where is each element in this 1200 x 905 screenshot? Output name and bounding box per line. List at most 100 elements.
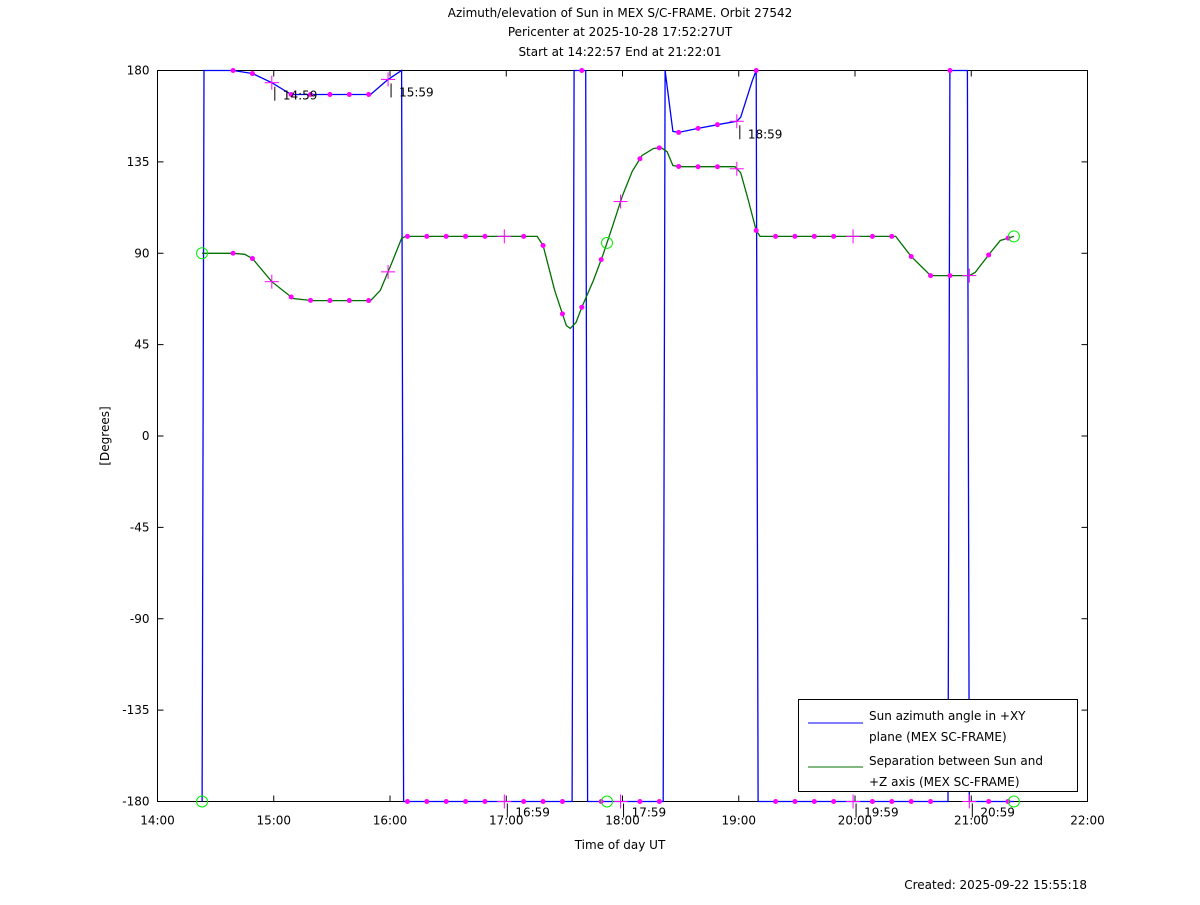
y-tick-label: 180: [127, 64, 150, 78]
created-timestamp: Created: 2025-09-22 15:55:18: [904, 878, 1087, 892]
y-tick-label: 135: [127, 155, 150, 169]
marker-dot-separation: [559, 311, 565, 317]
legend-label-separation-2: +Z axis (MEX SC-FRAME): [869, 775, 1020, 789]
marker-dot-separation: [308, 297, 314, 303]
marker-dot-azimuth: [637, 799, 643, 804]
y-tick-label: -90: [130, 612, 150, 626]
marker-dot-separation: [482, 233, 488, 239]
marker-dot-azimuth: [482, 799, 488, 804]
x-tick-label: 22:00: [1070, 814, 1105, 828]
marker-dot-azimuth: [986, 799, 992, 804]
hour-label: 15:59: [399, 85, 434, 99]
x-tick-label: 18:00: [605, 814, 640, 828]
marker-dot-azimuth: [559, 799, 565, 804]
x-tick-label: 14:00: [140, 814, 175, 828]
marker-dot-azimuth: [831, 799, 837, 804]
marker-dot-separation: [249, 256, 255, 262]
series-layer: [201, 69, 1015, 803]
marker-dot-azimuth: [463, 799, 469, 804]
hour-label: 18:59: [748, 127, 783, 141]
chart-title-line-3: Start at 14:22:57 End at 21:22:01: [518, 45, 721, 59]
marker-dot-separation: [346, 298, 352, 304]
marker-dot-separation: [424, 233, 430, 239]
legend: Sun azimuth angle in +XY plane (MEX SC-F…: [798, 699, 1078, 792]
legend-box: [798, 699, 1078, 792]
hour-label: 16:59: [515, 806, 550, 820]
marker-dot-separation: [579, 304, 585, 310]
marker-dot-azimuth: [521, 799, 527, 804]
marker-dot-azimuth: [308, 91, 314, 97]
event-circle-azimuth: [196, 795, 209, 808]
marker-dot-separation: [947, 273, 953, 279]
marker-dot-separation: [928, 273, 934, 279]
marker-dot-separation: [443, 233, 449, 239]
marker-dot-separation: [521, 233, 527, 239]
marker-dot-separation: [366, 298, 372, 304]
hour-label: 20:59: [980, 806, 1015, 820]
marker-dot-azimuth: [288, 91, 294, 97]
x-tick-label: 16:00: [373, 814, 408, 828]
marker-dot-separation: [889, 233, 895, 239]
marker-dot-separation: [753, 228, 759, 234]
marker-dot-azimuth: [424, 799, 430, 804]
marker-dot-separation: [676, 163, 682, 169]
marker-dot-azimuth: [773, 799, 779, 804]
marker-dot-azimuth: [889, 799, 895, 804]
marker-dot-azimuth: [404, 799, 410, 804]
event-circle-separation: [601, 236, 613, 249]
x-tick-label: 19:00: [721, 814, 756, 828]
marker-dot-separation: [463, 233, 469, 239]
marker-dot-azimuth: [366, 91, 372, 97]
marker-dot-separation: [714, 164, 720, 170]
legend-label-azimuth-1: Sun azimuth angle in +XY: [869, 709, 1026, 723]
marker-dot-azimuth: [540, 799, 546, 804]
y-tick-label: 90: [134, 246, 149, 260]
event-circle-separation: [1007, 230, 1020, 243]
y-tick-label: -180: [122, 795, 149, 809]
chart-title-line-2: Pericenter at 2025-10-28 17:52:27UT: [508, 25, 733, 39]
marker-dot-separation: [908, 253, 914, 259]
y-tick-label: 45: [134, 338, 149, 352]
chart-title-line-1: Azimuth/elevation of Sun in MEX S/C-FRAM…: [448, 6, 793, 20]
y-tick-label: 0: [142, 429, 150, 443]
x-tick-label: 20:00: [838, 814, 873, 828]
marker-dot-separation: [811, 233, 817, 239]
marker-dot-azimuth: [811, 799, 817, 804]
marker-dot-azimuth: [249, 71, 255, 77]
legend-label-azimuth-2: plane (MEX SC-FRAME): [869, 730, 1007, 744]
marker-dot-separation: [598, 257, 604, 263]
marker-dot-azimuth: [947, 68, 953, 73]
series-line-azimuth: [201, 69, 1014, 803]
marker-dot-azimuth: [579, 68, 585, 73]
marker-dot-separation: [773, 233, 779, 239]
y-tick-label: -45: [130, 520, 150, 534]
hour-label: 14:59: [283, 89, 318, 103]
marker-dot-separation: [230, 250, 236, 256]
marker-dot-azimuth: [869, 799, 875, 804]
marker-dot-separation: [656, 145, 662, 151]
legend-label-separation-1: Separation between Sun and: [869, 754, 1043, 768]
marker-dot-separation: [288, 294, 294, 300]
marker-dot-separation: [540, 243, 546, 249]
marker-dot-azimuth: [327, 91, 333, 97]
marker-dot-azimuth: [346, 91, 352, 97]
axes: 14:00 15:00 16:00 17:00 18:00 19:00 20:00 21:00…: [122, 64, 1105, 828]
marker-dot-separation: [404, 233, 410, 239]
marker-dot-azimuth: [928, 799, 934, 804]
event-circle-azimuth: [601, 795, 613, 808]
event-circle-azimuth: [1007, 795, 1020, 808]
marker-dot-azimuth: [656, 799, 662, 804]
marker-dot-separation: [831, 233, 837, 239]
y-tick-label: -135: [122, 703, 149, 717]
marker-dot-separation: [869, 233, 875, 239]
hour-label: 19:59: [864, 806, 899, 820]
marker-dot-azimuth: [753, 68, 759, 73]
x-axis-label: Time of day UT: [574, 838, 666, 852]
marker-layer: 14:59 15:59 16:59 17:59 18:59 19:59 20:59: [196, 68, 1020, 820]
marker-dot-separation: [695, 164, 701, 170]
x-tick-label: 21:00: [954, 814, 989, 828]
x-tick-label: 15:00: [256, 814, 291, 828]
hour-label: 17:59: [632, 806, 667, 820]
marker-dot-separation: [986, 252, 992, 258]
